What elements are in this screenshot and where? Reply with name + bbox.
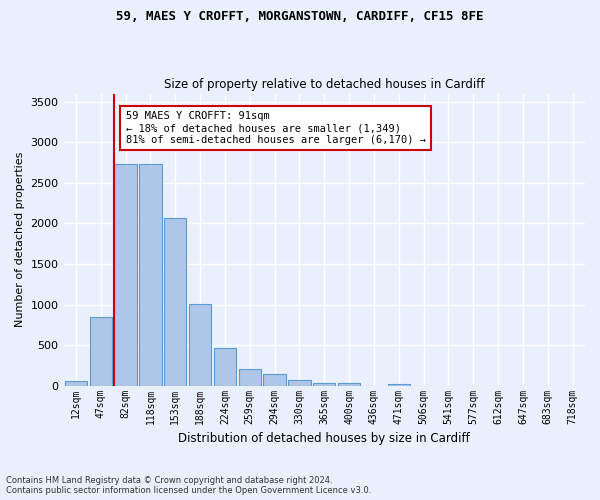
Bar [115, 164, 137, 386]
Bar [139, 164, 161, 386]
Bar [288, 380, 311, 386]
Y-axis label: Number of detached properties: Number of detached properties [15, 152, 25, 328]
Bar [313, 383, 335, 386]
Bar [263, 374, 286, 386]
Text: 59 MAES Y CROFFT: 91sqm
← 18% of detached houses are smaller (1,349)
81% of semi: 59 MAES Y CROFFT: 91sqm ← 18% of detache… [125, 112, 425, 144]
Bar [214, 348, 236, 386]
Bar [164, 218, 187, 386]
Bar [338, 383, 360, 386]
Text: Contains HM Land Registry data © Crown copyright and database right 2024.
Contai: Contains HM Land Registry data © Crown c… [6, 476, 371, 495]
Text: 59, MAES Y CROFFT, MORGANSTOWN, CARDIFF, CF15 8FE: 59, MAES Y CROFFT, MORGANSTOWN, CARDIFF,… [116, 10, 484, 23]
Title: Size of property relative to detached houses in Cardiff: Size of property relative to detached ho… [164, 78, 485, 91]
Bar [388, 384, 410, 386]
Bar [189, 304, 211, 386]
Bar [65, 381, 87, 386]
Bar [239, 368, 261, 386]
Bar [89, 316, 112, 386]
X-axis label: Distribution of detached houses by size in Cardiff: Distribution of detached houses by size … [178, 432, 470, 445]
